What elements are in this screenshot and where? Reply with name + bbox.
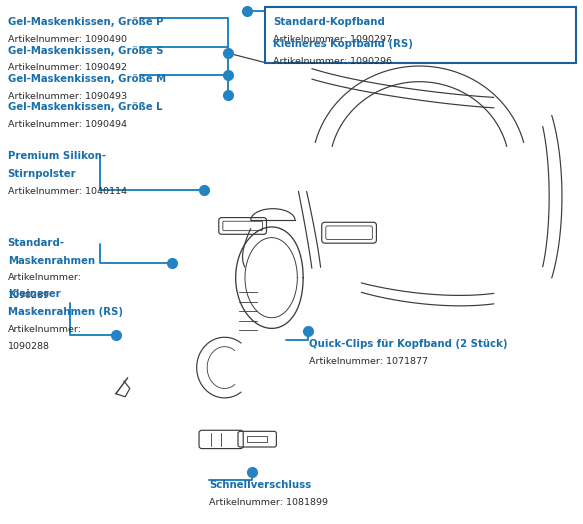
Text: Kleineres Kopfband (RS): Kleineres Kopfband (RS) xyxy=(273,39,413,49)
Text: Kleinerer: Kleinerer xyxy=(8,289,61,299)
Text: Gel-Maskenkissen, Größe P: Gel-Maskenkissen, Größe P xyxy=(8,17,163,27)
Text: Schnellverschluss: Schnellverschluss xyxy=(209,481,311,490)
Text: Gel-Maskenkissen, Größe L: Gel-Maskenkissen, Größe L xyxy=(8,102,162,112)
Text: Artikelnummer: 1081899: Artikelnummer: 1081899 xyxy=(209,498,328,507)
Text: Artikelnummer: 1090493: Artikelnummer: 1090493 xyxy=(8,92,127,101)
Text: Standard-Kopfband: Standard-Kopfband xyxy=(273,17,385,27)
Text: Artikelnummer: 1090490: Artikelnummer: 1090490 xyxy=(8,35,127,44)
Text: Standard-: Standard- xyxy=(8,238,65,248)
Text: Quick-Clips für Kopfband (2 Stück): Quick-Clips für Kopfband (2 Stück) xyxy=(309,340,507,350)
Text: Gel-Maskenkissen, Größe S: Gel-Maskenkissen, Größe S xyxy=(8,46,163,56)
Text: 1090289: 1090289 xyxy=(8,291,50,300)
Text: Artikelnummer: 1040114: Artikelnummer: 1040114 xyxy=(8,187,127,196)
Text: Artikelnummer: 1090492: Artikelnummer: 1090492 xyxy=(8,63,127,72)
Text: Artikelnummer: 1090297: Artikelnummer: 1090297 xyxy=(273,35,392,44)
Text: 1090288: 1090288 xyxy=(8,343,50,352)
Text: Premium Silikon-: Premium Silikon- xyxy=(8,151,106,161)
Text: Maskenrahmen (RS): Maskenrahmen (RS) xyxy=(8,307,122,317)
Text: Artikelnummer: 1090296: Artikelnummer: 1090296 xyxy=(273,57,392,66)
Text: Maskenrahmen: Maskenrahmen xyxy=(8,256,95,266)
Text: Artikelnummer:: Artikelnummer: xyxy=(8,325,82,334)
Text: Artikelnummer: 1090494: Artikelnummer: 1090494 xyxy=(8,120,127,129)
Text: Gel-Maskenkissen, Größe M: Gel-Maskenkissen, Größe M xyxy=(8,74,166,84)
Text: Stirnpolster: Stirnpolster xyxy=(8,169,76,179)
Text: Artikelnummer: 1071877: Artikelnummer: 1071877 xyxy=(309,357,428,366)
Text: Artikelnummer:: Artikelnummer: xyxy=(8,274,82,282)
